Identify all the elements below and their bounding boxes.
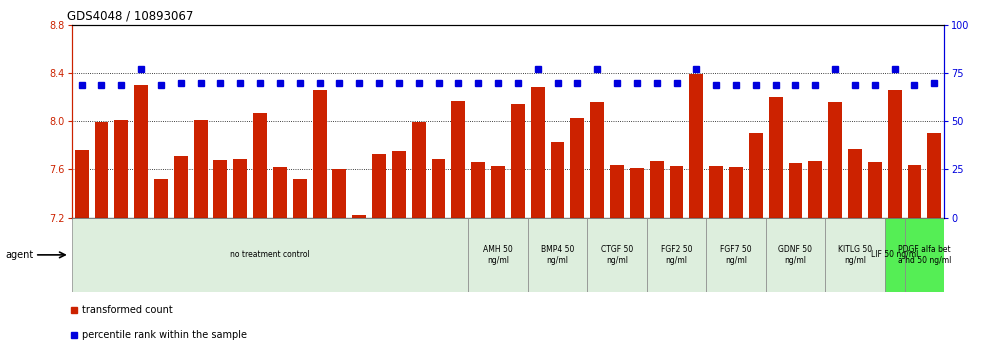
Text: FGF7 50
ng/ml: FGF7 50 ng/ml [720,245,752,264]
Bar [313,90,327,218]
Bar [551,142,565,218]
Bar [729,167,743,218]
Bar [253,113,267,218]
Bar [646,218,706,292]
Bar [588,218,646,292]
Bar [333,170,347,218]
Bar [809,161,823,218]
Text: AMH 50
ng/ml: AMH 50 ng/ml [483,245,513,264]
Bar [213,160,227,218]
Bar [468,218,528,292]
Bar [749,133,763,218]
Bar [766,218,826,292]
Bar [829,102,842,218]
Text: CTGF 50
ng/ml: CTGF 50 ng/ml [601,245,633,264]
Bar [904,218,944,292]
Text: PDGF alfa bet
a hd 50 ng/ml: PDGF alfa bet a hd 50 ng/ml [897,245,951,264]
Bar [451,101,465,218]
Bar [75,150,89,218]
Bar [411,122,425,218]
Bar [115,120,128,218]
Text: GDS4048 / 10893067: GDS4048 / 10893067 [68,9,194,22]
Bar [826,218,884,292]
Bar [353,215,367,218]
Text: transformed count: transformed count [82,305,172,315]
Bar [233,159,247,218]
Bar [392,152,405,218]
Bar [884,218,904,292]
Text: BMP4 50
ng/ml: BMP4 50 ng/ml [541,245,575,264]
Bar [571,118,585,218]
Bar [907,165,921,218]
Text: LIF 50 ng/ml: LIF 50 ng/ml [871,250,918,259]
Bar [887,90,901,218]
Bar [769,97,783,218]
Bar [471,162,485,218]
Bar [528,218,588,292]
Text: GDNF 50
ng/ml: GDNF 50 ng/ml [779,245,813,264]
Bar [531,87,545,218]
Bar [491,166,505,218]
Text: no treatment control: no treatment control [230,250,310,259]
Bar [611,165,623,218]
Bar [154,179,168,218]
Bar [629,168,643,218]
Bar [669,166,683,218]
Bar [789,164,803,218]
Bar [511,104,525,218]
Bar [134,85,148,218]
Bar [868,162,881,218]
Bar [174,156,187,218]
Bar [431,159,445,218]
Bar [706,218,766,292]
Text: KITLG 50
ng/ml: KITLG 50 ng/ml [838,245,872,264]
Text: FGF2 50
ng/ml: FGF2 50 ng/ml [660,245,692,264]
Text: percentile rank within the sample: percentile rank within the sample [82,330,247,339]
Bar [927,133,941,218]
Bar [95,122,109,218]
Bar [709,166,723,218]
Bar [72,218,468,292]
Bar [689,74,703,218]
Bar [193,120,207,218]
Bar [591,102,605,218]
Text: agent: agent [5,250,33,260]
Bar [273,167,287,218]
Bar [848,149,862,218]
Bar [293,179,307,218]
Bar [649,161,663,218]
Bar [373,154,386,218]
